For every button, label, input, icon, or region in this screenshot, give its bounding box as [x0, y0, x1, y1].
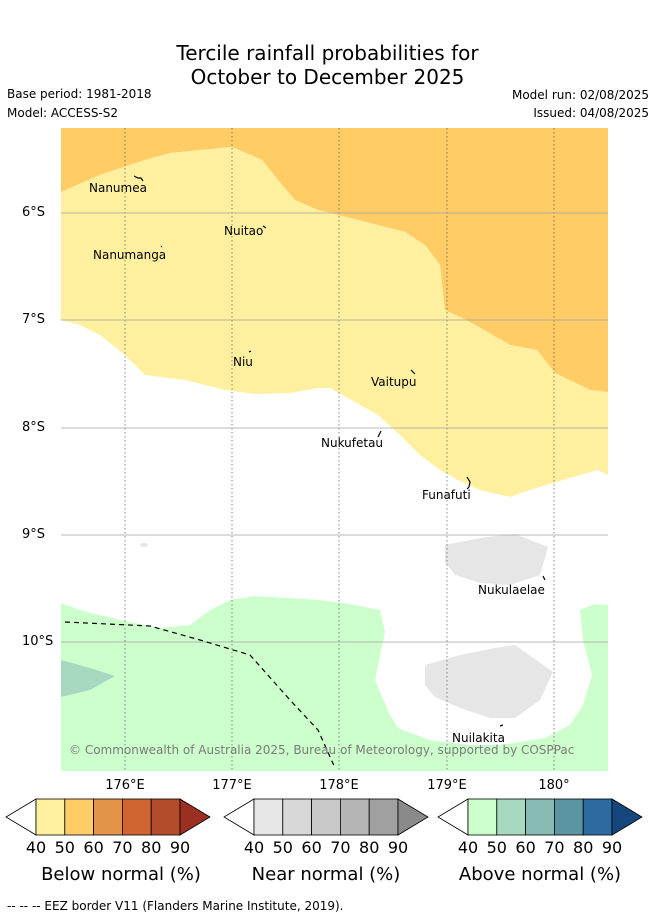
place-label-vaitupu: Vaitupu: [371, 375, 417, 389]
longitude-label-178e: 178°E: [319, 778, 359, 793]
issued-label: Issued: 04/08/2025: [533, 106, 649, 120]
colorbar-cell: [554, 798, 584, 836]
colorbar-cell: [64, 798, 95, 836]
island-nanumea: [133, 175, 144, 182]
colorbar-tick-label: 50: [54, 838, 75, 857]
island-nukufetau: [377, 430, 382, 438]
colorbar-tick-label: 90: [169, 838, 191, 857]
eez-border-line: [64, 621, 336, 769]
colorbar-lower-extension: [223, 798, 255, 836]
colorbar-cell: [93, 798, 123, 836]
base-period-label: Base period: 1981-2018: [7, 87, 152, 101]
latitude-label-10s: 10°S: [22, 634, 54, 649]
place-label-nuitao: Nuitao: [224, 224, 264, 238]
island-nukulaelae: [542, 575, 546, 581]
near-normal-region-south: [425, 645, 553, 718]
island-nuilakita: [499, 724, 504, 727]
colorbar-cell: [282, 798, 312, 836]
latitude-gridlines: [61, 212, 608, 643]
colorbars: [5, 798, 643, 836]
colorbar-tick-label: 70: [544, 838, 565, 857]
below-normal-50-60-region: [61, 128, 608, 392]
above-normal-colorbar-label: Above normal (%): [458, 864, 622, 885]
colorbar-tick-label: 60: [83, 838, 104, 857]
colorbar-cell: [150, 798, 181, 836]
colorbar-cell: [339, 798, 370, 836]
colorbar-cell: [35, 798, 66, 836]
eez-border-legend: -- -- -- EEZ border V11 (Flanders Marine…: [7, 899, 344, 913]
place-label-niu: Niu: [233, 355, 253, 369]
place-label-funafuti: Funafuti: [422, 488, 471, 502]
colorbar-lower-extension: [5, 798, 37, 836]
island-outlines: [133, 175, 546, 727]
colorbar-tick-label: 70: [112, 838, 133, 857]
colorbar-cell: [122, 798, 152, 836]
model-label: Model: ACCESS-S2: [7, 106, 119, 120]
place-label-nukulaelae: Nukulaelae: [478, 583, 545, 597]
colorbar-tick-label: 50: [486, 838, 507, 857]
colorbar-lower-extension: [437, 798, 469, 836]
island-nuitao: [262, 225, 267, 229]
island-niu: [248, 350, 252, 353]
longitude-label-179e: 179°E: [427, 778, 467, 793]
above-normal-40-50-region: [61, 596, 608, 771]
colorbar-tick-label: 50: [272, 838, 293, 857]
colorbar-tick-label: 60: [301, 838, 322, 857]
latitude-label-9s: 9°S: [22, 527, 46, 542]
colorbar-upper-extension: [179, 798, 211, 836]
colorbar-tick-label: 80: [141, 838, 162, 857]
longitude-label-176e: 176°E: [105, 778, 145, 793]
below-normal-colorbar-label: Below normal (%): [41, 864, 201, 885]
model-run-label: Model run: 02/08/2025: [511, 88, 649, 102]
colorbar-tick-label: 40: [243, 838, 265, 857]
colorbar-upper-extension: [611, 798, 643, 836]
near-normal-colorbar: [223, 798, 429, 836]
colorbar-upper-extension: [397, 798, 429, 836]
colorbar-tick-label: 40: [25, 838, 47, 857]
colorbar-tick-label: 80: [359, 838, 380, 857]
longitude-gridlines: [124, 128, 555, 771]
colorbar-tick-label: 80: [573, 838, 594, 857]
island-nanumanga: [160, 245, 163, 248]
above-normal-colorbar: [437, 798, 643, 836]
colorbar-cell: [496, 798, 526, 836]
map-copyright-notice: © Commonwealth of Australia 2025, Bureau…: [69, 743, 575, 757]
near-normal-speck: [140, 543, 148, 547]
longitude-label-177e: 177°E: [212, 778, 252, 793]
longitude-label-180: 180°: [538, 778, 570, 793]
latitude-label-8s: 8°S: [22, 420, 46, 435]
colorbar-cell: [525, 798, 555, 836]
colorbar-cell: [253, 798, 284, 836]
place-label-nanumanga: Nanumanga: [93, 248, 167, 262]
island-funafuti: [466, 476, 471, 490]
place-label-nuilakita: Nuilakita: [452, 731, 505, 745]
place-label-nanumea: Nanumea: [89, 181, 147, 195]
colorbar-cell: [311, 798, 341, 836]
colorbar-tick-label: 60: [515, 838, 536, 857]
colorbar-tick-label: 90: [601, 838, 623, 857]
below-normal-40-50-region: [61, 147, 608, 497]
below-normal-colorbar: [5, 798, 211, 836]
near-normal-region-north: [445, 534, 548, 585]
colorbar-tick-label: 70: [330, 838, 351, 857]
colorbar-tick-label: 90: [387, 838, 409, 857]
place-label-nukufetau: Nukufetau: [321, 436, 384, 450]
map-title-line-2: October to December 2025: [190, 65, 465, 89]
near-normal-colorbar-label: Near normal (%): [251, 864, 401, 885]
colorbar-tick-label: 40: [457, 838, 479, 857]
colorbar-cell: [582, 798, 613, 836]
latitude-label-6s: 6°S: [22, 205, 46, 220]
latitude-label-7s: 7°S: [22, 312, 46, 327]
colorbar-cell: [467, 798, 498, 836]
island-vaitupu: [410, 369, 416, 375]
colorbar-cell: [368, 798, 399, 836]
above-normal-50-60-region: [61, 660, 115, 697]
map-title-line-1: Tercile rainfall probabilities for: [176, 41, 479, 65]
